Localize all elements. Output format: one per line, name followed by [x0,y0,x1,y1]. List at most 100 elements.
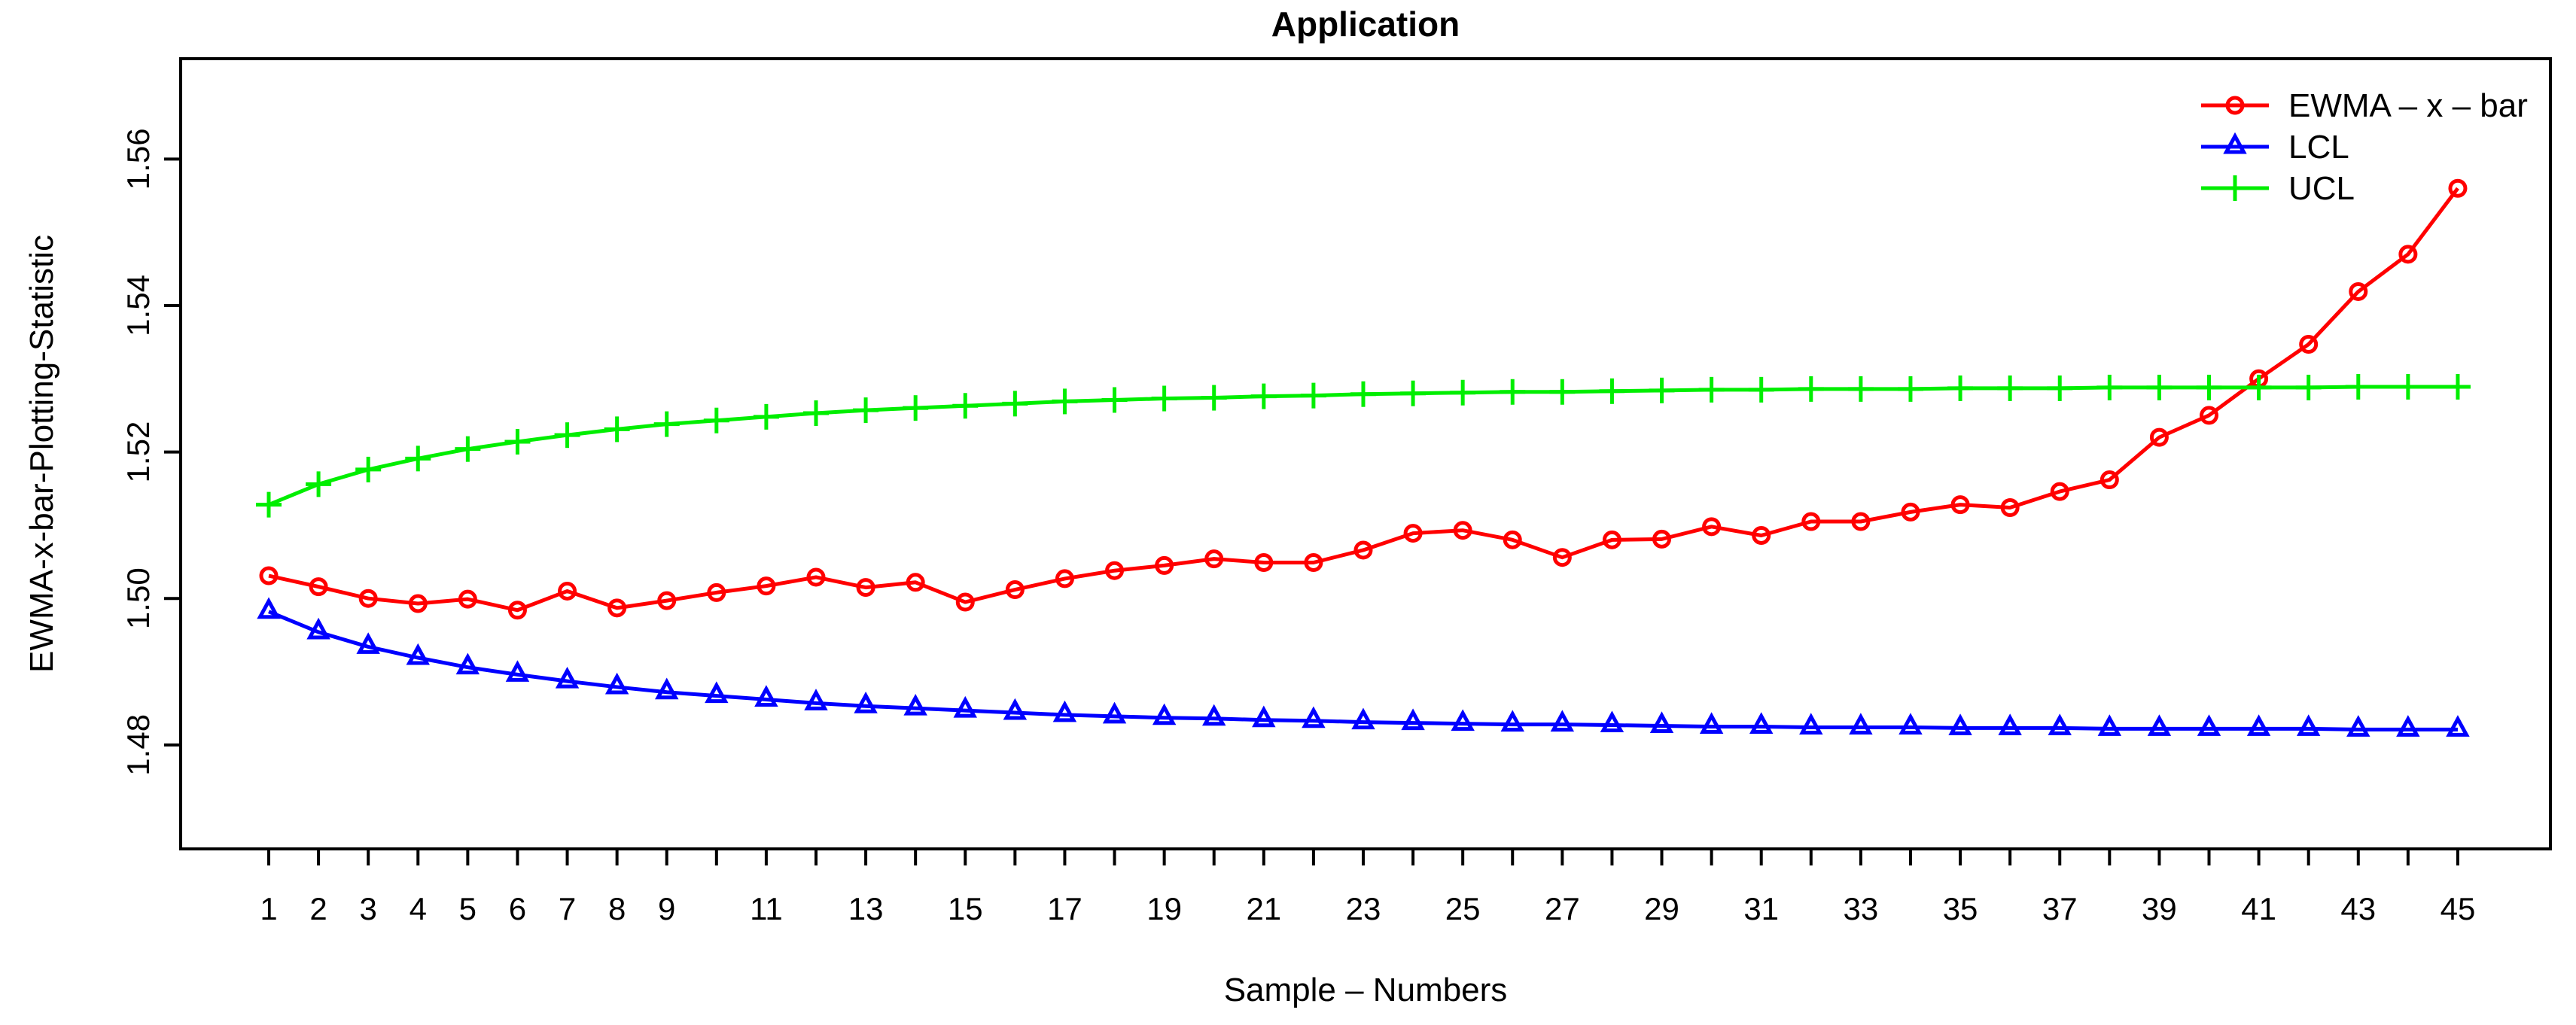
data-point [856,578,875,598]
x-axis-tick-label: 3 [360,891,377,926]
data-point [259,566,279,585]
data-point [1948,713,1972,735]
x-axis-title: Sample – Numbers [1224,972,1508,1008]
data-point [903,693,927,716]
data-point [2446,715,2470,737]
data-point [2246,714,2271,736]
data-point [1005,580,1025,600]
data-point [1552,548,1572,567]
data-point [1353,540,1373,560]
y-axis-tick-label: 1.50 [120,567,156,629]
data-point [1155,555,1174,575]
data-point [657,591,677,610]
x-axis-tick-label: 4 [410,891,427,926]
data-point [854,692,878,713]
data-point [458,589,477,609]
x-axis-tick-label: 43 [2340,891,2376,926]
data-point [707,582,726,602]
data-point [358,589,378,608]
data-point [1851,512,1871,531]
legend-label: LCL [2288,129,2349,166]
data-point [1849,713,1873,735]
data-point [555,666,580,689]
x-axis-tick-label: 37 [2042,891,2078,926]
data-point [1102,701,1127,724]
data-point [1105,561,1125,580]
data-point [804,689,828,710]
data-point [1052,700,1077,722]
x-axis-tick-label: 27 [1545,891,1580,926]
data-point [1901,502,1920,522]
data-point [507,601,527,620]
data-point [2097,714,2122,736]
x-axis-tick-label: 15 [948,891,983,926]
y-axis-title: EWMA-x-bar-Plotting-Statistic [23,235,60,673]
x-axis-tick-label: 39 [2142,891,2177,926]
x-axis-tick-label: 21 [1246,891,1281,926]
data-point [607,598,627,618]
data-point [1252,705,1276,728]
x-axis-tick-label: 13 [848,891,884,926]
data-point [2149,427,2169,447]
data-point [1602,530,1621,549]
data-point [1749,712,1774,734]
data-point [455,652,480,675]
data-point [1204,549,1224,569]
legend-label: UCL [2288,170,2355,207]
data-point [306,617,330,640]
data-point [1302,706,1326,728]
data-point [2225,96,2245,115]
legend-item: EWMA – x – bar [2201,87,2528,124]
data-point [1550,710,1575,732]
data-point [1304,553,1323,573]
series-line [268,610,2458,731]
series-ewma-x-bar [259,178,2468,620]
data-point [1453,521,1472,540]
data-point [1401,708,1425,731]
data-point [2048,713,2072,735]
x-axis-tick-label: 19 [1146,891,1182,926]
data-point [2296,714,2321,736]
legend-item: UCL [2201,170,2355,207]
data-point [1055,569,1074,589]
data-point [2000,498,2020,518]
data-point [1600,710,1624,733]
data-point [2398,245,2418,264]
data-point [1201,704,1226,726]
x-axis-tick-label: 2 [309,891,327,926]
data-point [1403,524,1423,543]
data-point [906,573,925,592]
data-point [356,632,380,654]
series-layer [256,178,2471,737]
data-point [2448,178,2468,198]
data-point [1752,526,1771,546]
x-axis-tick-label: 7 [559,891,576,926]
x-axis-tick-label: 1 [260,891,277,926]
legend-label: EWMA – x – bar [2288,87,2528,124]
data-point [1699,712,1724,734]
data-point [505,660,530,682]
data-point [2396,715,2420,737]
x-axis-tick-label: 23 [1346,891,1381,926]
y-axis-tick-label: 1.48 [120,714,156,776]
data-point [1254,553,1274,573]
data-point [953,695,977,718]
data-point [2147,714,2172,736]
data-point [257,597,281,619]
data-point [1003,698,1028,720]
x-axis-tick-label: 31 [1743,891,1779,926]
data-point [1899,713,1923,735]
series-ucl [256,373,2471,518]
series-lcl [257,597,2470,737]
data-point [2200,406,2219,425]
x-axis-tick-label: 29 [1644,891,1679,926]
data-point [406,643,430,665]
data-point [955,592,975,612]
x-axis-tick-label: 35 [1943,891,1978,926]
data-point [1950,495,1970,515]
chart-title: Application [1271,5,1460,44]
data-point [1152,703,1177,725]
data-point [2299,335,2319,354]
